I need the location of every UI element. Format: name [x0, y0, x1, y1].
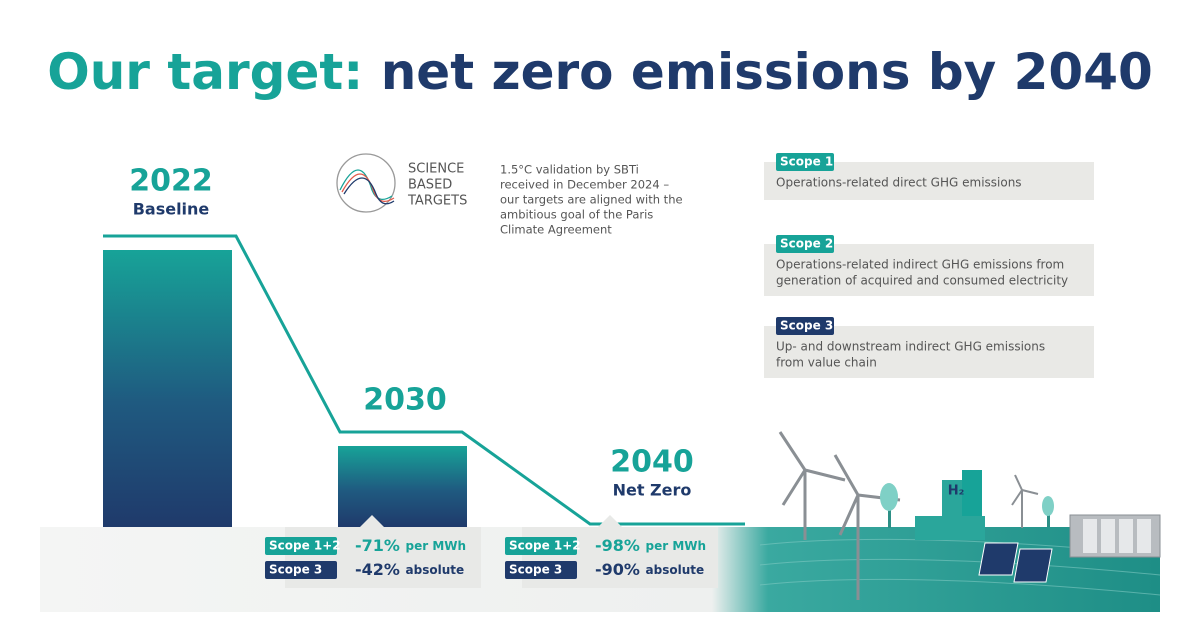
- scope-tag: Scope 1: [780, 155, 833, 169]
- reduction-unit: absolute: [406, 563, 465, 577]
- scope-text: from value chain: [776, 356, 877, 370]
- sbti-text: Climate Agreement: [500, 223, 612, 237]
- reduction-tag-bg: [265, 561, 337, 579]
- milestone-year: 2030: [363, 383, 447, 418]
- scope-text: Operations-related direct GHG emissions: [776, 176, 1022, 190]
- illustration: H₂: [778, 431, 1161, 600]
- scope-tag-bg: [776, 317, 834, 335]
- scope-text: generation of acquired and consumed elec…: [776, 274, 1068, 288]
- sbti-logo-text: SCIENCE: [408, 162, 464, 177]
- sbti-text: ambitious goal of the Paris: [500, 208, 653, 222]
- reduction-value: -90% absolute: [595, 560, 704, 579]
- milestone-label: Net Zero: [613, 481, 692, 500]
- reduction-number: -71%: [355, 536, 400, 555]
- reduction-tag-bg: [505, 537, 577, 555]
- sbti-logo: [336, 153, 396, 213]
- reduction-tag: Scope 1+2: [269, 539, 341, 553]
- reduction-tag: Scope 3: [269, 563, 322, 577]
- milestone-year: 2040: [610, 445, 694, 480]
- bar-2030: [338, 446, 467, 527]
- scope-tag: Scope 2: [780, 237, 833, 251]
- reduction-number: -98%: [595, 536, 640, 555]
- scope-tag-bg: [776, 153, 834, 171]
- reduction-unit: absolute: [646, 563, 705, 577]
- h2-label: H₂: [948, 484, 965, 499]
- sbti-text: 1.5°C validation by SBTi: [500, 163, 639, 177]
- milestone-label: Baseline: [133, 200, 210, 219]
- reduction-number: -42%: [355, 560, 400, 579]
- reduction-unit: per MWh: [406, 539, 467, 553]
- milestone-year: 2022: [129, 164, 213, 199]
- reduction-tag-bg: [505, 561, 577, 579]
- sbti-logo-text: TARGETS: [407, 194, 467, 209]
- title-rest: net zero emissions by 2040: [381, 43, 1153, 101]
- reduction-value: -98% per MWh: [595, 536, 706, 555]
- reduction-tag-bg: [265, 537, 337, 555]
- scope-tag: Scope 3: [780, 319, 833, 333]
- sbti-logo-text: BASED: [408, 178, 452, 193]
- reduction-number: -90%: [595, 560, 640, 579]
- sbti-text: received in December 2024 –: [500, 178, 669, 192]
- reduction-value: -71% per MWh: [355, 536, 466, 555]
- reduction-tag: Scope 3: [509, 563, 562, 577]
- title: Our target: net zero emissions by 2040: [47, 43, 1153, 101]
- reduction-value: -42% absolute: [355, 560, 464, 579]
- scope-tag-bg: [776, 235, 834, 253]
- scope-text: Up- and downstream indirect GHG emission…: [776, 340, 1045, 354]
- bar-2022: [103, 250, 232, 527]
- title-highlight: Our target:: [47, 43, 363, 101]
- sbti-text: our targets are aligned with the: [500, 193, 683, 207]
- reduction-tag: Scope 1+2: [509, 539, 581, 553]
- reduction-unit: per MWh: [646, 539, 707, 553]
- scope-text: Operations-related indirect GHG emission…: [776, 258, 1064, 272]
